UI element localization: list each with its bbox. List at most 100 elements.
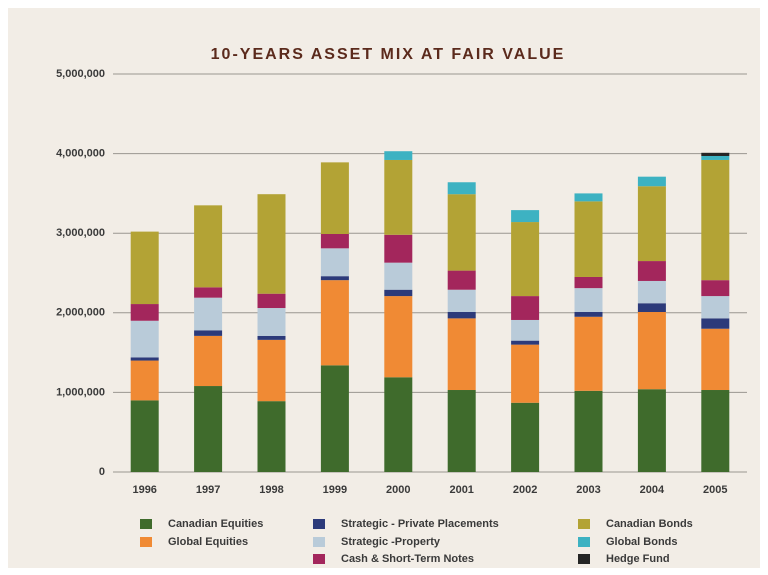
bar-segment: [637, 312, 666, 390]
bar-segment: [447, 182, 476, 195]
x-tick-label: 1997: [196, 484, 220, 496]
bar-segment: [511, 210, 540, 223]
bar-segment: [320, 162, 349, 234]
y-tick-label: 0: [99, 466, 105, 478]
bar-segment: [447, 194, 476, 271]
bar-segment: [194, 386, 223, 472]
bar-segment: [130, 357, 159, 361]
bar-segment: [257, 335, 286, 340]
legend-label: Canadian Equities: [168, 518, 263, 530]
bar-segment: [701, 328, 730, 391]
bar-segment: [320, 233, 349, 249]
legend-label: Canadian Bonds: [606, 518, 693, 530]
bar-segment: [320, 276, 349, 281]
bar-segment: [511, 340, 540, 345]
bar-segment: [447, 289, 476, 313]
bar-segment: [384, 151, 413, 160]
bar-segment: [257, 308, 286, 336]
y-tick-label: 4,000,000: [56, 148, 105, 160]
bar-segment: [511, 402, 540, 472]
x-tick-label: 1998: [259, 484, 283, 496]
x-tick-label: 2003: [576, 484, 600, 496]
bar-segment: [637, 261, 666, 281]
bar-segment: [701, 390, 730, 472]
bar-segment: [511, 319, 540, 341]
bar-segment: [257, 401, 286, 472]
legend-swatch: [313, 554, 325, 564]
x-tick-label: 2001: [449, 484, 473, 496]
bar-segment: [701, 280, 730, 297]
bar-segment: [194, 205, 223, 288]
bar-segment: [194, 287, 223, 298]
bar-segment: [194, 330, 223, 336]
bar-segment: [574, 288, 603, 313]
bar-segment: [447, 318, 476, 391]
bar-segment: [194, 297, 223, 331]
bar-segment: [384, 234, 413, 263]
bar-segment: [637, 280, 666, 304]
legend-swatch: [140, 537, 152, 547]
bar-segment: [637, 186, 666, 262]
bar-segment: [574, 390, 603, 472]
bar-segment: [257, 339, 286, 402]
y-tick-label: 1,000,000: [56, 386, 105, 398]
bar-segment: [257, 194, 286, 294]
bar-segment: [637, 389, 666, 472]
bar-segment: [574, 201, 603, 277]
bar-segment: [701, 318, 730, 329]
bar-segment: [447, 270, 476, 290]
bar-segment: [447, 312, 476, 319]
bar-segment: [130, 304, 159, 321]
bar-segment: [574, 193, 603, 202]
bar-segment: [574, 312, 603, 317]
bar-segment: [194, 335, 223, 387]
chart-title: 10-YEARS ASSET MIX AT FAIR VALUE: [211, 46, 566, 63]
x-tick-label: 2004: [640, 484, 665, 496]
y-tick-label: 3,000,000: [56, 227, 105, 239]
x-tick-label: 2002: [513, 484, 537, 496]
bar-segment: [637, 176, 666, 187]
x-tick-label: 1999: [323, 484, 347, 496]
bar-segment: [384, 377, 413, 472]
legend-label: Hedge Fund: [606, 553, 670, 565]
y-tick-label: 2,000,000: [56, 307, 105, 319]
x-tick-label: 2005: [703, 484, 727, 496]
bar-segment: [384, 289, 413, 297]
bar-segment: [320, 248, 349, 277]
legend-label: Strategic - Private Placements: [341, 518, 499, 530]
bar-segment: [130, 231, 159, 305]
bar-segment: [320, 280, 349, 366]
bar-segment: [447, 390, 476, 472]
bar-segment: [257, 293, 286, 309]
bar-segment: [384, 296, 413, 378]
bar-segment: [574, 316, 603, 391]
legend-swatch: [140, 519, 152, 529]
legend-swatch: [578, 537, 590, 547]
bar-segment: [320, 365, 349, 472]
legend-label: Global Equities: [168, 536, 248, 548]
bar-segment: [701, 152, 730, 156]
bar-segment: [637, 303, 666, 313]
bar-segment: [384, 262, 413, 290]
bar-segment: [574, 276, 603, 289]
legend-swatch: [313, 537, 325, 547]
legend-label: Strategic -Property: [341, 536, 441, 548]
legend-swatch: [578, 554, 590, 564]
legend-swatch: [313, 519, 325, 529]
x-tick-label: 2000: [386, 484, 410, 496]
bar-segment: [511, 222, 540, 297]
bar-segment: [701, 155, 730, 160]
bar-segment: [384, 159, 413, 235]
legend-swatch: [578, 519, 590, 529]
bar-segment: [130, 320, 159, 358]
bar-segment: [130, 360, 159, 401]
bar-segment: [701, 296, 730, 319]
bar-segment: [511, 296, 540, 320]
bar-segment: [130, 400, 159, 472]
y-tick-label: 5,000,000: [56, 68, 105, 80]
bar-segment: [701, 159, 730, 281]
x-tick-label: 1996: [132, 484, 156, 496]
bar-segment: [511, 344, 540, 403]
legend-label: Global Bonds: [606, 536, 678, 548]
